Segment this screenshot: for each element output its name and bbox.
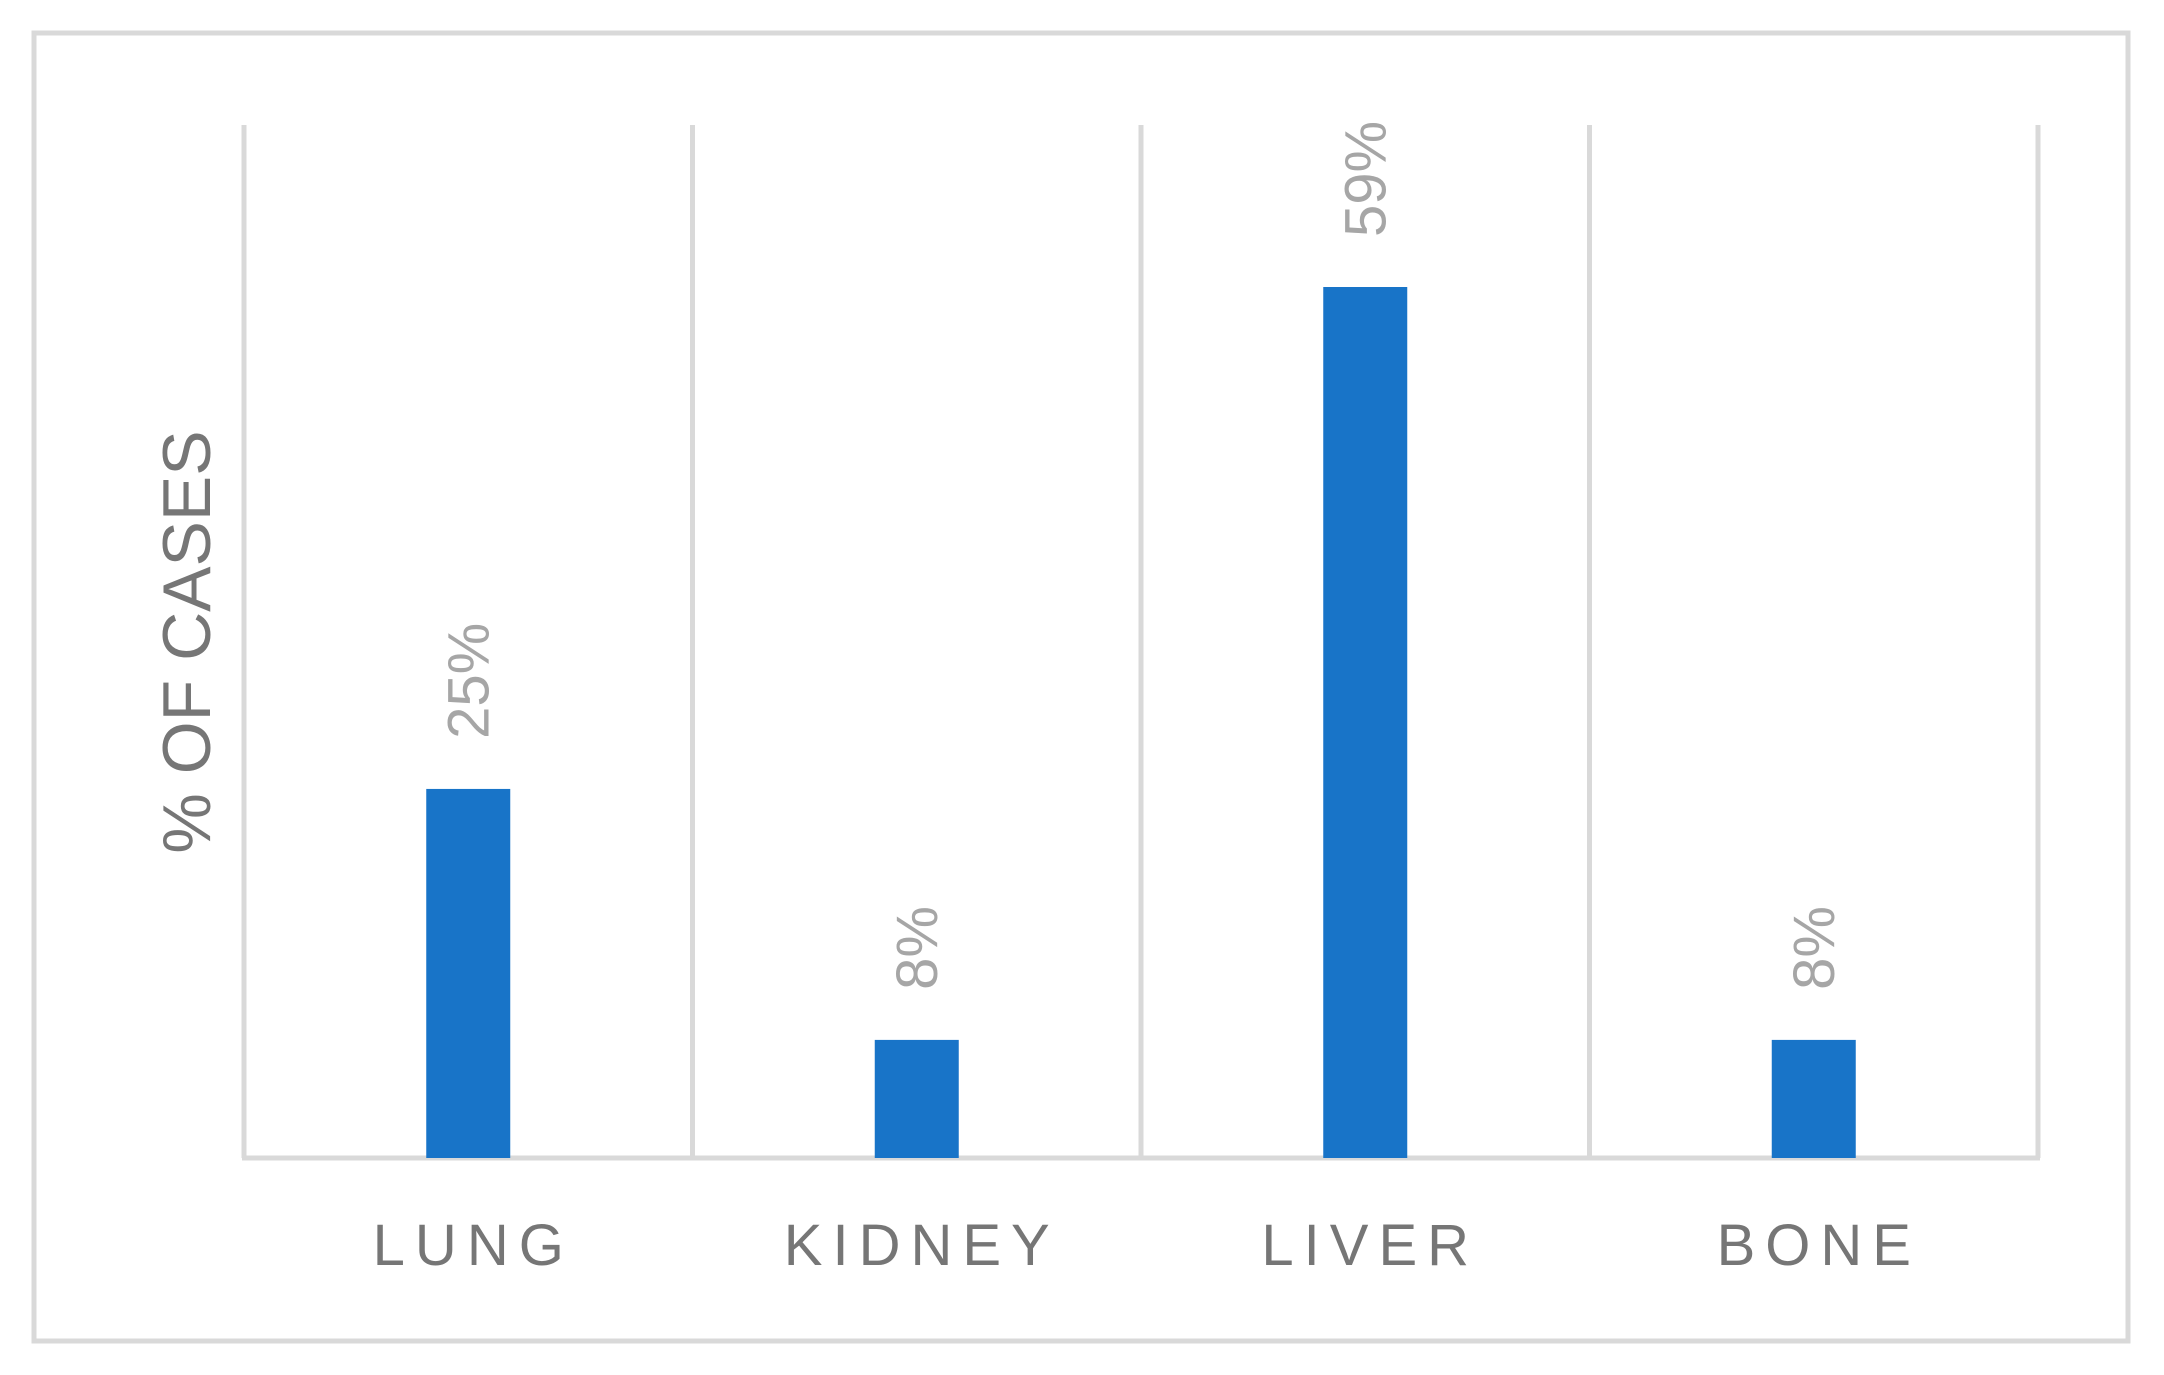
labels-layer: 25% 8% 59% 8% [436, 121, 1847, 990]
data-label-kidney: 8% [885, 906, 950, 990]
ticks-layer: LUNG KIDNEY LIVER BONE [373, 1213, 1921, 1278]
x-tick-label-lung: LUNG [373, 1213, 574, 1278]
bar-lung [426, 788, 511, 1158]
bar-bone [1771, 1039, 1856, 1158]
bar-liver [1323, 287, 1408, 1158]
data-label-liver: 59% [1333, 121, 1398, 237]
x-tick-label-kidney: KIDNEY [784, 1213, 1060, 1278]
y-axis-title: % OF CASES [149, 430, 225, 853]
x-tick-label-bone: BONE [1717, 1213, 1921, 1278]
data-label-lung: 25% [436, 623, 501, 739]
bars-layer [426, 287, 1856, 1158]
x-tick-label-liver: LIVER [1261, 1213, 1479, 1278]
grid-layer [241, 125, 2041, 1161]
data-label-bone: 8% [1782, 906, 1847, 990]
bar-kidney [874, 1039, 959, 1158]
